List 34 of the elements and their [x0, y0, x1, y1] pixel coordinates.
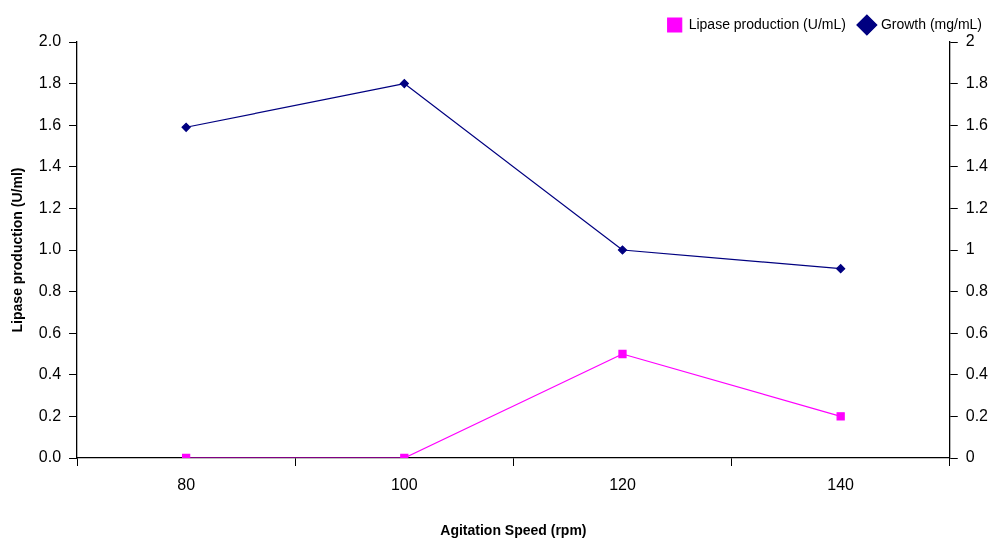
y-tick-label: 1.2 — [38, 198, 62, 216]
y-tick-label: 1.8 — [38, 74, 62, 92]
y2-tick-label: 0.2 — [965, 406, 989, 424]
y-tick-label: 1.6 — [38, 115, 62, 133]
y2-tick-label: 0.8 — [965, 282, 989, 300]
y-tick-label: 1.4 — [38, 157, 62, 175]
y-tick-label: 0.8 — [38, 282, 62, 300]
y-tick-label: 0.2 — [38, 406, 62, 424]
x-tick-label: 100 — [390, 476, 418, 494]
y2-tick-label: 0.4 — [965, 365, 989, 383]
y2-tick-label: 1.6 — [965, 115, 989, 133]
y2-tick-label: 2 — [965, 32, 975, 50]
x-tick-label: 120 — [609, 476, 636, 494]
point — [836, 264, 846, 274]
x-axis-title: Agitation Speed (rpm) — [440, 522, 587, 539]
y2-tick-label: 1.8 — [965, 74, 989, 92]
y2-tick-label: 1 — [965, 240, 975, 258]
y2-tick-label: 1.2 — [965, 198, 989, 216]
y-tick-label: 0.4 — [38, 365, 62, 383]
y2-tick-label: 1.4 — [965, 157, 989, 175]
point — [181, 122, 191, 132]
legend-label: Growth (mg/mL) — [880, 15, 982, 32]
legend-label: Lipase production (U/mL) — [688, 15, 846, 32]
x-tick-label: 80 — [177, 476, 196, 494]
x-tick-label: 140 — [827, 476, 855, 494]
y-tick-label: 0.0 — [38, 448, 62, 466]
point — [617, 245, 628, 255]
y-tick-label: 2.0 — [38, 32, 62, 50]
y-tick-label: 1.0 — [38, 240, 62, 258]
y-axis-title: Lipase production (U/ml) — [9, 167, 26, 333]
y2-tick-label: 0.6 — [965, 323, 989, 341]
y2-tick-label: 0 — [965, 448, 975, 466]
point — [399, 79, 409, 89]
y-tick-label: 0.6 — [38, 323, 62, 341]
